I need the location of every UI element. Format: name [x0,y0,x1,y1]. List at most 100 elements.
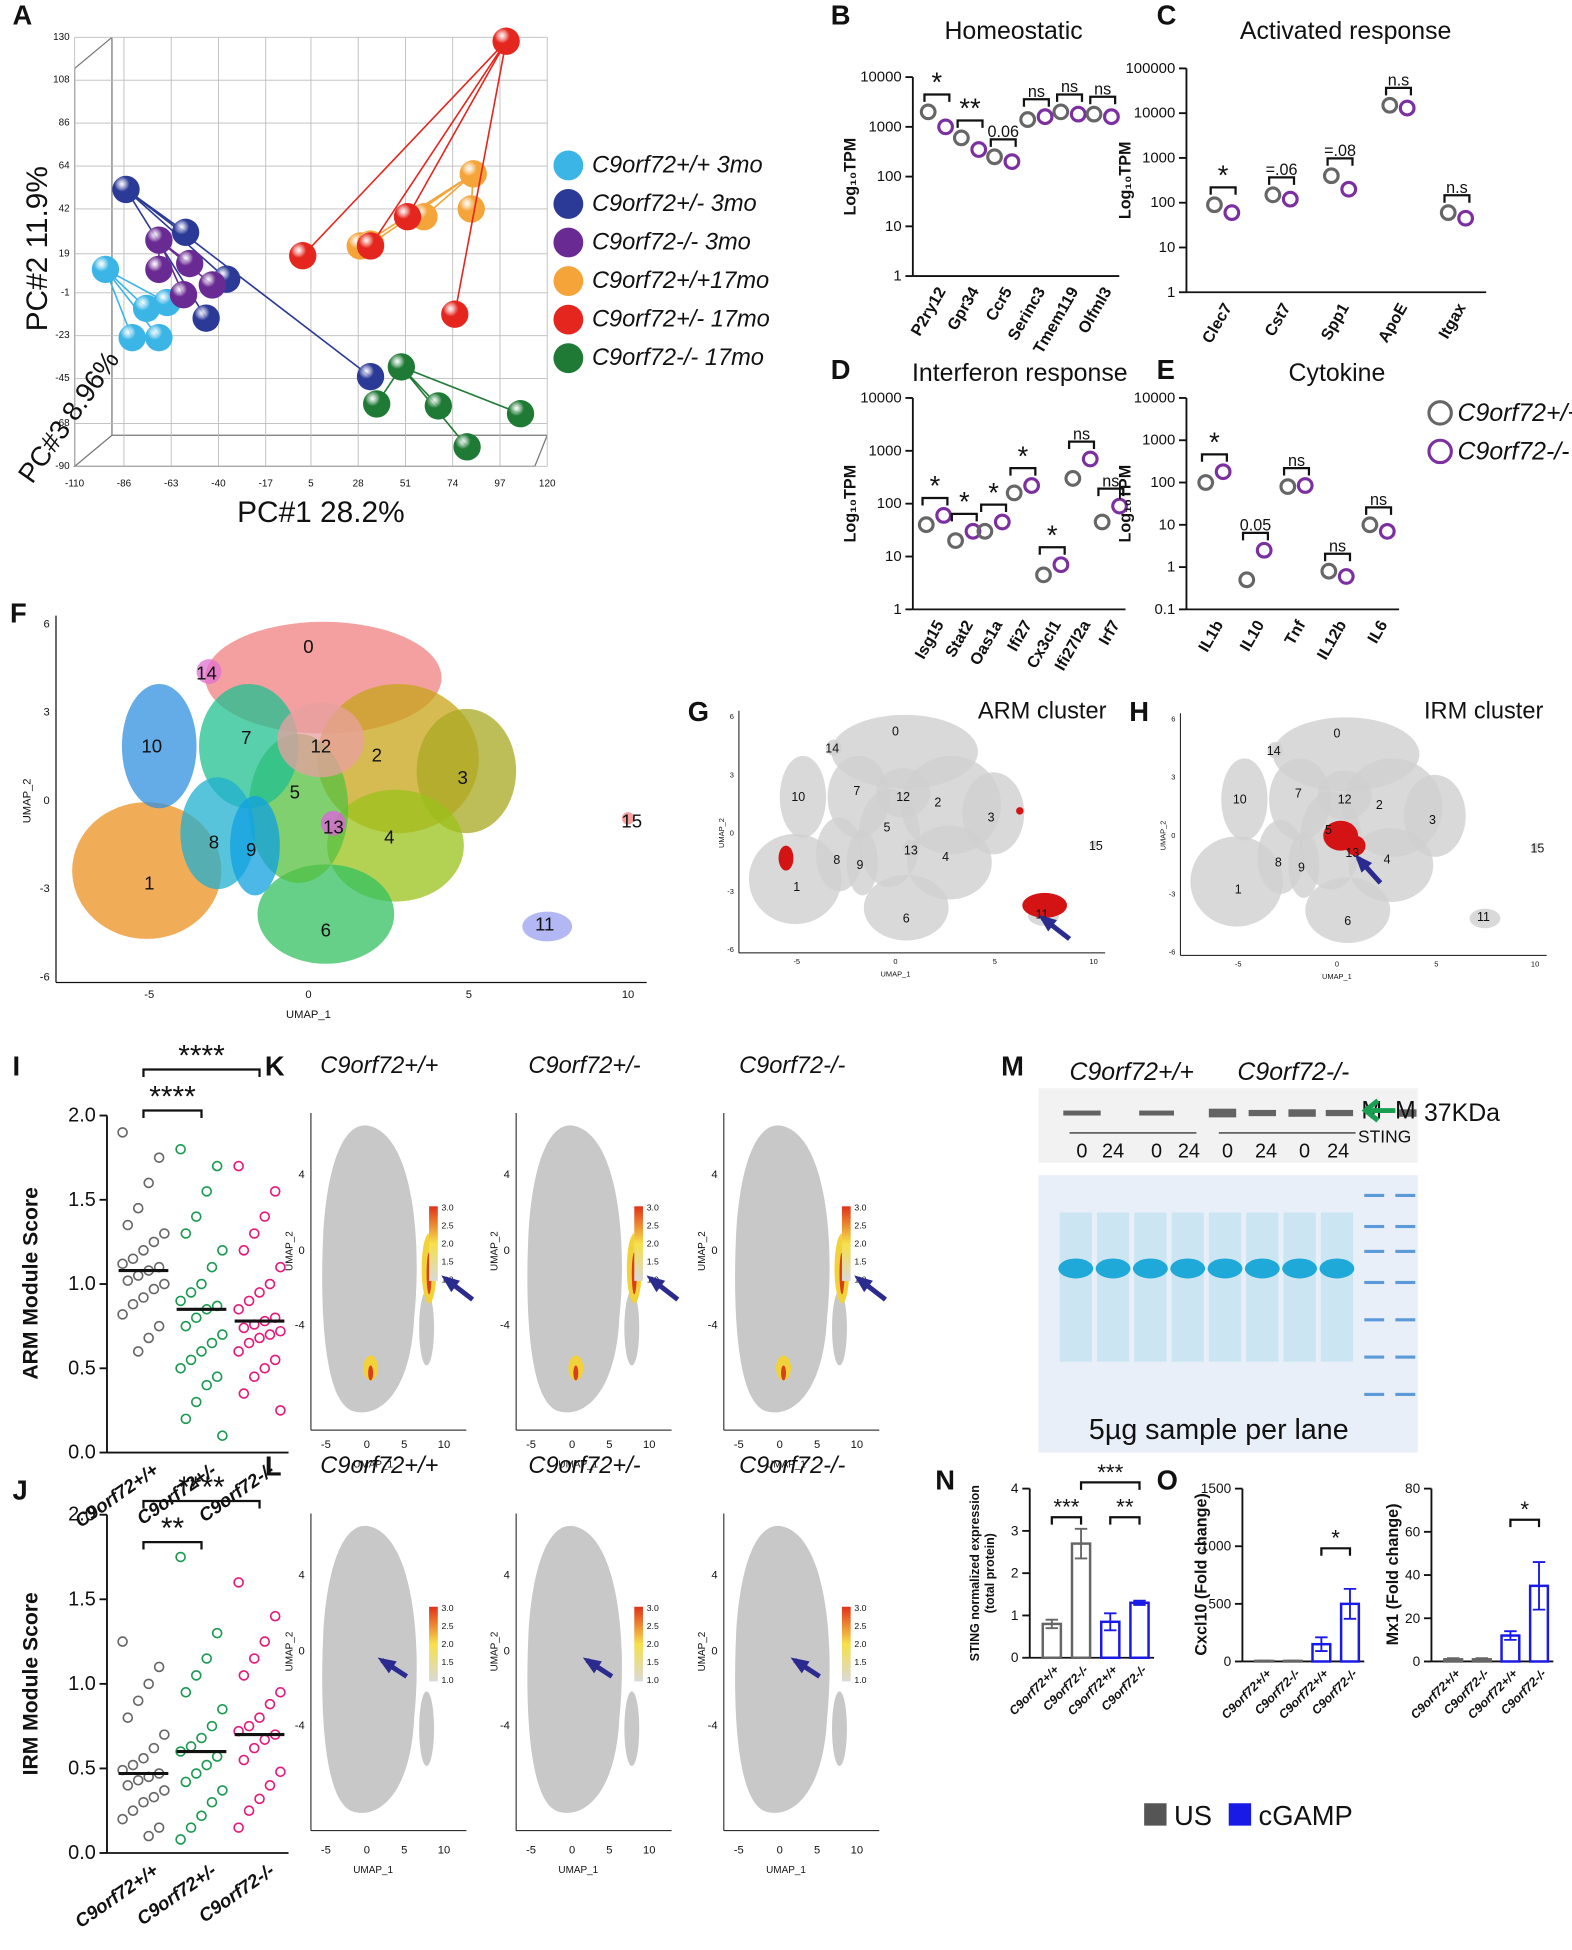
point [117,1309,128,1320]
cell-area [1288,832,1320,898]
y-tick-label: 1.0 [68,1673,96,1695]
point [201,1759,213,1771]
cluster-label: 7 [1295,787,1302,801]
colorbar-label: 1.5 [647,1657,659,1667]
y-tick-label: -4 [500,1720,510,1732]
significance-label: *** [1097,1460,1123,1485]
cluster-label: 1 [1235,883,1242,897]
x-tick-label: -5 [793,957,800,966]
significance-bracket [1323,552,1352,562]
dot [1264,186,1282,204]
y-tick-label: 4 [1011,1481,1019,1496]
significance-label: *** [1053,1495,1079,1520]
dot [1003,153,1021,171]
colorbar-label: 3.0 [442,1603,454,1613]
dot [1223,204,1241,222]
significance-bracket [1443,194,1471,203]
point [118,323,146,352]
point [254,1332,265,1344]
lane-smear [1096,1212,1130,1362]
significance-bracket [142,1540,203,1550]
significance-bracket [950,512,978,522]
point [457,195,485,223]
legend-swatch [553,266,584,296]
x-tick-label: 5 [466,989,472,1001]
y-axis-label: UMAP_2 [697,1231,708,1271]
lane-smear [1059,1212,1092,1362]
chart-title: Activated response [1240,17,1451,45]
significance-label: =.06 [1266,161,1298,179]
point [171,218,200,247]
genotype-title: C9orf72+/+ [320,1453,438,1479]
y-tick-label: 4 [711,1570,717,1582]
significance-label: 0.05 [1240,517,1271,535]
dot [1296,477,1314,494]
gel [1038,1175,1418,1453]
colorbar-label: 1.5 [442,1257,454,1267]
dot [986,148,1003,166]
cluster-area [199,683,299,809]
x-tick-label: IL6 [1364,617,1391,646]
x-tick-label: Ccr5 [982,284,1016,324]
chart-title: Homeostatic [944,17,1082,45]
significance-label: n.s [1388,72,1410,90]
point [233,1160,244,1172]
y-tick-label: -3 [727,887,734,896]
x-tick-label: 120 [539,478,556,489]
cell-area [779,755,827,838]
cluster-label: 0 [892,724,899,738]
point [127,1298,139,1310]
colorbar [841,1606,851,1682]
colorbar-label: 2.5 [854,1621,866,1631]
point [145,323,173,352]
colorbar-label: 2.0 [854,1639,866,1649]
point [159,1228,170,1239]
point [132,1270,144,1281]
marker-band [1395,1193,1416,1197]
dot [1361,516,1379,534]
y-tick-label: 0 [711,1646,717,1658]
x-tick-label: IL1b [1195,617,1227,655]
arrow-head [441,1275,460,1293]
lane-smear [1283,1212,1316,1362]
dot [1036,108,1054,126]
point [185,1822,197,1833]
point [127,1805,139,1816]
y-tick-label: 0 [711,1245,717,1257]
expressing-cells [573,1365,579,1381]
point [453,433,481,461]
legend-swatch [553,189,584,219]
point [217,1329,228,1340]
y-tick-label: -45 [55,373,70,384]
gel-band [1095,1258,1131,1279]
significance-label: ns [1329,538,1346,556]
link [453,41,507,315]
cluster-label: 10 [1233,792,1247,806]
significance-bracket [1320,1547,1352,1556]
x-tick-label: 5 [401,1845,407,1857]
panel-label: A [12,0,32,30]
point [254,1793,265,1805]
legend-label: C9orf72+/+17mo [592,268,769,294]
band [1288,1109,1316,1117]
point [393,203,422,231]
point [201,1653,213,1664]
x-tick-label: -17 [259,478,274,489]
cell-area [1469,908,1501,929]
colorbar-label: 2.5 [854,1221,866,1231]
point [148,1742,160,1754]
y-tick-label: -6 [1169,948,1176,957]
cell-area [527,1525,622,1813]
point [148,1283,160,1295]
y-axis-label: UMAP_2 [489,1631,500,1671]
dot [917,516,935,534]
point [159,1729,170,1740]
gel-band [1319,1258,1355,1279]
point [243,1720,255,1732]
expressing-cells [781,1365,786,1381]
dot [952,129,970,147]
y-axis-label: UMAP_2 [284,1231,295,1271]
point [192,304,220,332]
point [243,1805,255,1816]
significance-label: ns [1370,491,1387,509]
